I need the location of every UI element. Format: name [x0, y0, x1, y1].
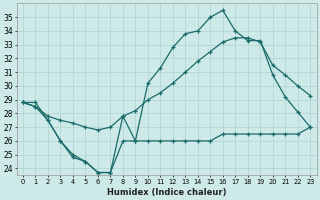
X-axis label: Humidex (Indice chaleur): Humidex (Indice chaleur): [107, 188, 226, 197]
